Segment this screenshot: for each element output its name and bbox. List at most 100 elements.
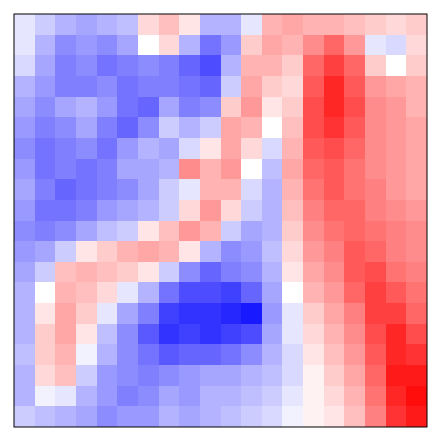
heatmap-cell xyxy=(324,55,345,76)
heatmap-cell xyxy=(365,406,386,427)
heatmap-cell xyxy=(386,262,407,283)
heatmap-cell xyxy=(159,179,180,200)
heatmap-cell xyxy=(117,179,138,200)
heatmap-cell xyxy=(365,221,386,242)
heatmap-cell xyxy=(303,159,324,180)
heatmap-cell xyxy=(303,35,324,56)
heatmap-cell xyxy=(159,76,180,97)
heatmap-cell xyxy=(324,262,345,283)
heatmap-cell xyxy=(76,282,97,303)
heatmap-cell xyxy=(200,35,221,56)
heatmap-cell xyxy=(406,365,427,386)
heatmap-cell xyxy=(55,97,76,118)
heatmap-cell xyxy=(14,14,35,35)
heatmap-cell xyxy=(117,386,138,407)
heatmap-cell xyxy=(241,221,262,242)
heatmap-cell xyxy=(344,303,365,324)
heatmap-cell xyxy=(262,324,283,345)
heatmap-cell xyxy=(365,344,386,365)
heatmap-cell xyxy=(365,282,386,303)
heatmap-cell xyxy=(35,386,56,407)
heatmap-cell xyxy=(117,97,138,118)
heatmap-cell xyxy=(282,97,303,118)
heatmap-cell xyxy=(138,76,159,97)
heatmap-cell xyxy=(97,386,118,407)
heatmap-cell xyxy=(282,282,303,303)
heatmap-cell xyxy=(200,344,221,365)
heatmap-cell xyxy=(55,324,76,345)
heatmap-cell xyxy=(386,55,407,76)
heatmap-cell xyxy=(97,117,118,138)
heatmap-cell xyxy=(406,55,427,76)
heatmap-cell xyxy=(159,14,180,35)
heatmap-cell xyxy=(344,159,365,180)
heatmap-cell xyxy=(76,241,97,262)
heatmap-cell xyxy=(117,303,138,324)
heatmap-cell xyxy=(344,97,365,118)
heatmap-cell xyxy=(55,200,76,221)
heatmap-cell xyxy=(76,14,97,35)
heatmap-cell xyxy=(76,406,97,427)
heatmap-cell xyxy=(117,76,138,97)
heatmap-cell xyxy=(262,262,283,283)
heatmap-cell xyxy=(97,324,118,345)
heatmap-cell xyxy=(406,35,427,56)
heatmap-cell xyxy=(386,97,407,118)
heatmap-cell xyxy=(262,138,283,159)
heatmap-cell xyxy=(179,365,200,386)
heatmap-cell xyxy=(179,117,200,138)
heatmap-cell xyxy=(262,282,283,303)
heatmap-cell xyxy=(97,138,118,159)
heatmap-cell xyxy=(55,241,76,262)
heatmap-cell xyxy=(117,14,138,35)
heatmap-cell xyxy=(138,179,159,200)
heatmap-cell xyxy=(35,138,56,159)
heatmap-cell xyxy=(365,200,386,221)
heatmap-cell xyxy=(241,97,262,118)
heatmap-cell xyxy=(406,221,427,242)
heatmap-cell xyxy=(406,138,427,159)
heatmap-cell xyxy=(97,282,118,303)
heatmap-cell xyxy=(344,76,365,97)
heatmap-cell xyxy=(303,241,324,262)
heatmap-cell xyxy=(241,200,262,221)
heatmap-cell xyxy=(324,159,345,180)
heatmap-cell xyxy=(159,303,180,324)
heatmap-cell xyxy=(14,406,35,427)
heatmap-cell xyxy=(35,221,56,242)
heatmap-cell xyxy=(179,262,200,283)
heatmap-cell xyxy=(138,138,159,159)
heatmap-cell xyxy=(303,117,324,138)
heatmap-cell xyxy=(14,97,35,118)
heatmap-cell xyxy=(344,35,365,56)
heatmap-cell xyxy=(221,282,242,303)
heatmap-cell xyxy=(221,262,242,283)
heatmap-cell xyxy=(35,97,56,118)
heatmap-cell xyxy=(324,117,345,138)
heatmap-cell xyxy=(179,221,200,242)
heatmap-cell xyxy=(97,221,118,242)
heatmap-cell xyxy=(117,406,138,427)
heatmap-cell xyxy=(138,55,159,76)
heatmap-cell xyxy=(14,221,35,242)
heatmap-cell xyxy=(14,117,35,138)
heatmap-cell xyxy=(200,179,221,200)
heatmap-cell xyxy=(221,55,242,76)
heatmap-cell xyxy=(262,406,283,427)
heatmap-cell xyxy=(117,365,138,386)
heatmap-cell xyxy=(324,14,345,35)
heatmap-cell xyxy=(97,303,118,324)
heatmap-cell xyxy=(241,344,262,365)
heatmap-cell xyxy=(262,221,283,242)
heatmap-cell xyxy=(200,97,221,118)
heatmap-cell xyxy=(344,406,365,427)
heatmap-cell xyxy=(159,282,180,303)
heatmap-cell xyxy=(344,14,365,35)
heatmap-cell xyxy=(386,200,407,221)
heatmap-cell xyxy=(303,406,324,427)
heatmap-cell xyxy=(282,76,303,97)
heatmap-cell xyxy=(55,365,76,386)
heatmap-cell xyxy=(282,35,303,56)
heatmap-cell xyxy=(221,97,242,118)
heatmap-cell xyxy=(241,303,262,324)
